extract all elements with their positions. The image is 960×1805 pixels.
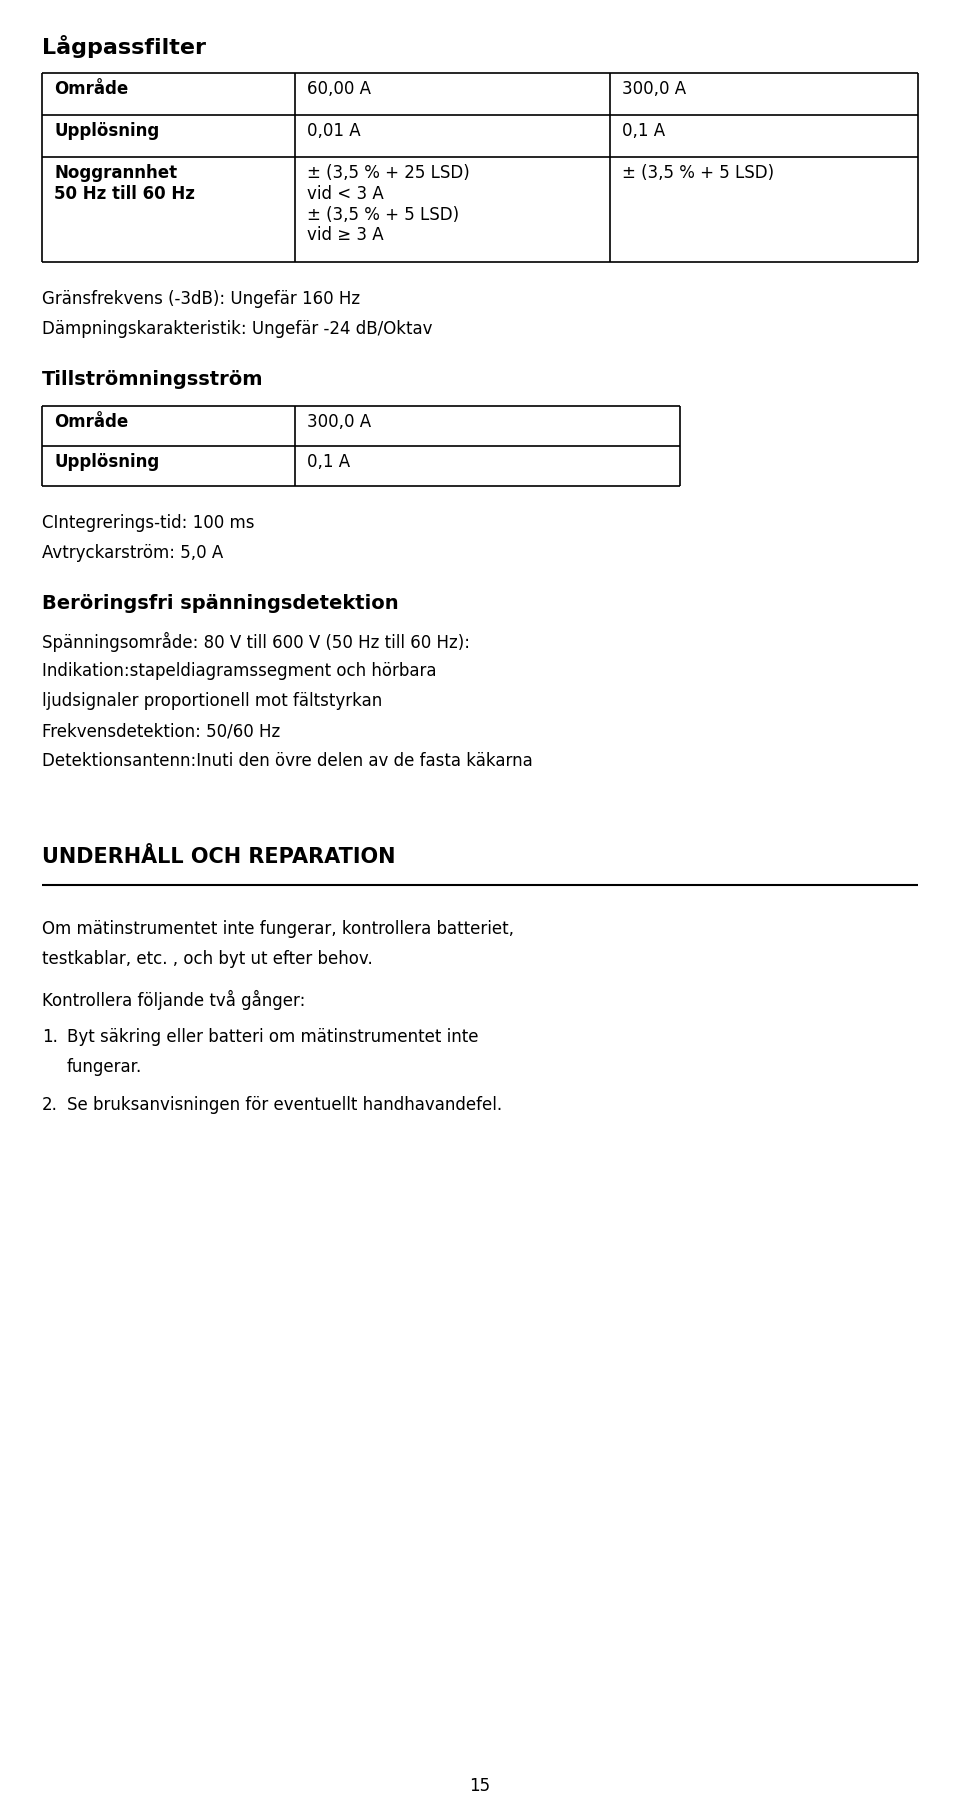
Text: 300,0 A: 300,0 A [307, 413, 372, 431]
Text: Dämpningskarakteristik: Ungefär -24 dB/Oktav: Dämpningskarakteristik: Ungefär -24 dB/O… [42, 319, 433, 338]
Text: Lågpassfilter: Lågpassfilter [42, 34, 206, 58]
Text: 60,00 A: 60,00 A [307, 79, 371, 97]
Text: 0,1 A: 0,1 A [307, 453, 350, 471]
Text: Frekvensdetektion: 50/60 Hz: Frekvensdetektion: 50/60 Hz [42, 722, 280, 740]
Text: 2.: 2. [42, 1096, 58, 1114]
Text: Beröringsfri spänningsdetektion: Beröringsfri spänningsdetektion [42, 594, 398, 614]
Text: fungerar.: fungerar. [67, 1058, 142, 1076]
Text: CIntegrerings­tid: 100 ms: CIntegrerings­tid: 100 ms [42, 514, 254, 532]
Text: 0,1 A: 0,1 A [622, 123, 665, 141]
Text: Indikation:stapeldiagramssegment och hörbara: Indikation:stapeldiagramssegment och hör… [42, 662, 437, 680]
Text: ± (3,5 % + 25 LSD)
vid < 3 A
± (3,5 % + 5 LSD)
vid ≥ 3 A: ± (3,5 % + 25 LSD) vid < 3 A ± (3,5 % + … [307, 164, 469, 244]
Text: Upplösning: Upplösning [54, 123, 159, 141]
Text: Byt säkring eller batteri om mätinstrumentet inte: Byt säkring eller batteri om mätinstrume… [67, 1029, 478, 1047]
Text: Om mätinstrumentet inte fungerar, kontrollera batteriet,: Om mätinstrumentet inte fungerar, kontro… [42, 921, 514, 939]
Text: Spänningsområde: 80 V till 600 V (50 Hz till 60 Hz):: Spänningsområde: 80 V till 600 V (50 Hz … [42, 632, 470, 652]
Text: 0,01 A: 0,01 A [307, 123, 361, 141]
Text: Område: Område [54, 79, 129, 97]
Text: Avtryckarström: 5,0 A: Avtryckarström: 5,0 A [42, 543, 224, 561]
Text: Upplösning: Upplösning [54, 453, 159, 471]
Text: Kontrollera följande två gånger:: Kontrollera följande två gånger: [42, 989, 305, 1011]
Text: 1.: 1. [42, 1029, 58, 1047]
Text: ± (3,5 % + 5 LSD): ± (3,5 % + 5 LSD) [622, 164, 774, 182]
Text: 300,0 A: 300,0 A [622, 79, 686, 97]
Text: UNDERHÅLL OCH REPARATION: UNDERHÅLL OCH REPARATION [42, 847, 396, 866]
Text: Tillströmningsström: Tillströmningsström [42, 370, 263, 390]
Text: Se bruksanvisningen för eventuellt handhavandefel.: Se bruksanvisningen för eventuellt handh… [67, 1096, 502, 1114]
Text: Detektionsantenn:Inuti den övre delen av de fasta käkarna: Detektionsantenn:Inuti den övre delen av… [42, 753, 533, 771]
Text: Gränsfrekvens (-3dB): Ungefär 160 Hz: Gränsfrekvens (-3dB): Ungefär 160 Hz [42, 291, 360, 309]
Text: ljudsignaler proportionell mot fältstyrkan: ljudsignaler proportionell mot fältstyrk… [42, 691, 382, 709]
Text: 15: 15 [469, 1776, 491, 1794]
Text: testkablar, etc. , och byt ut efter behov.: testkablar, etc. , och byt ut efter beho… [42, 949, 372, 967]
Text: Område: Område [54, 413, 129, 431]
Text: Noggrannhet
50 Hz till 60 Hz: Noggrannhet 50 Hz till 60 Hz [54, 164, 195, 202]
